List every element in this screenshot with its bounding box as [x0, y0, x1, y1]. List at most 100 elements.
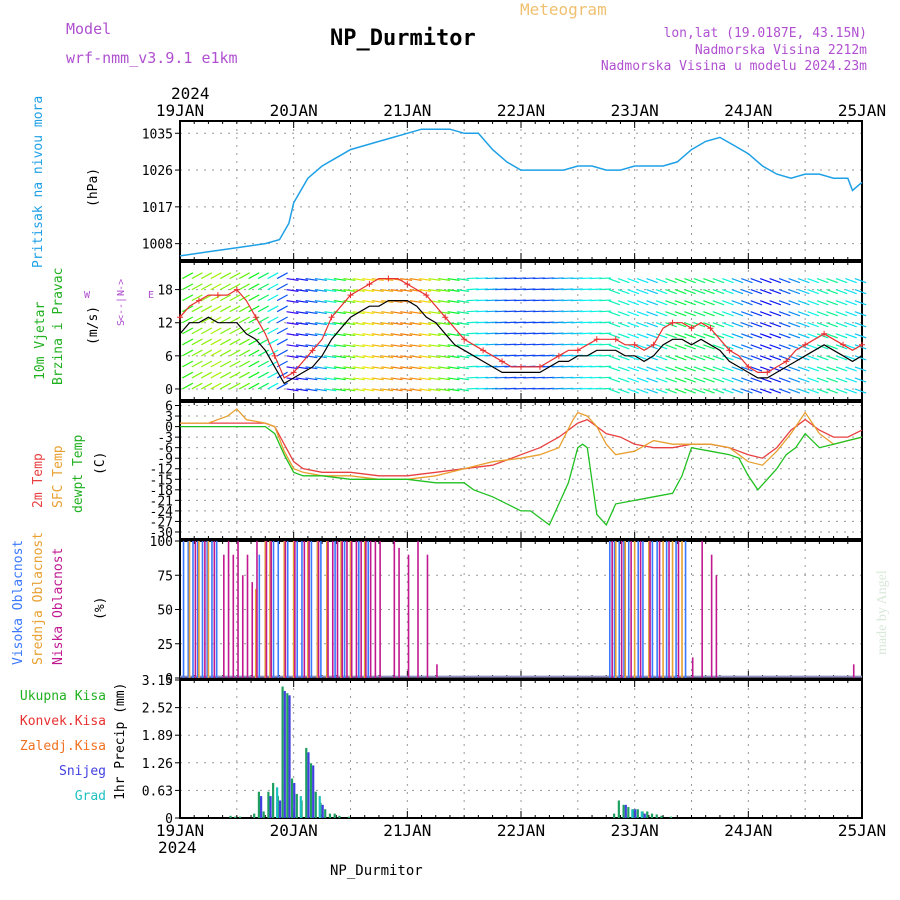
graupel-legend: Grad — [75, 789, 106, 804]
wind-barb — [295, 300, 308, 304]
wind-side-label-1: 10m Vjetar — [33, 302, 48, 380]
wind-barb — [238, 371, 251, 379]
wind-barb — [684, 300, 696, 306]
wind-barb — [703, 388, 715, 394]
wind-barb — [646, 388, 658, 394]
wind-barb — [314, 388, 327, 392]
wind-barb — [210, 272, 222, 280]
wind-barb — [438, 344, 451, 348]
mid-cloud-side-label: Srednja Oblacnost — [31, 532, 46, 665]
wind-barb — [201, 338, 213, 346]
wind-barb — [778, 388, 791, 394]
gust-point — [574, 347, 581, 354]
wind-barb — [693, 366, 706, 372]
y-tick-label: -6 — [157, 442, 173, 457]
wind-barb — [409, 311, 422, 315]
wind-barb — [248, 382, 260, 390]
wind-barb — [248, 349, 260, 357]
wind-barb — [741, 300, 753, 306]
wind-barb — [210, 305, 222, 313]
wind-barb — [835, 277, 848, 284]
gust-point — [290, 369, 297, 376]
total-precip-bar — [646, 811, 649, 818]
wind-barb — [655, 277, 668, 284]
total-precip-bar — [234, 816, 237, 818]
y-tick-label: -18 — [150, 484, 173, 499]
wind-barb — [769, 300, 782, 306]
wind-barb — [731, 388, 744, 394]
wind-barb — [712, 289, 725, 295]
wind-barb — [362, 322, 375, 326]
wind-barb — [390, 344, 403, 348]
graupel-bar — [318, 796, 321, 818]
wind-barb — [276, 349, 288, 357]
wind-barb — [438, 289, 451, 292]
wind-barb — [419, 277, 432, 281]
gust-point — [195, 297, 202, 304]
wind-barb — [759, 277, 772, 284]
wind-barb — [428, 355, 441, 359]
wind-barb — [807, 366, 820, 372]
wind-barb — [343, 377, 356, 381]
wind-barb — [419, 300, 432, 304]
wind-barb — [191, 305, 203, 313]
wind-barb — [636, 277, 649, 284]
wind-barb — [400, 277, 413, 281]
gust-point — [252, 314, 259, 321]
elevation-label: Nadmorska Visina 2212m — [695, 43, 867, 58]
wind-barb — [655, 333, 668, 339]
wind-barb — [276, 294, 288, 302]
wind-barb — [238, 360, 251, 368]
wind-barb — [248, 327, 260, 335]
wind-barb — [665, 289, 677, 295]
wind-barb — [684, 344, 696, 350]
wind-barb — [627, 377, 640, 383]
wind-barb — [314, 289, 327, 292]
y-tick-label: 3.15 — [142, 674, 173, 689]
wind-barb — [362, 333, 375, 337]
wind-barb — [703, 311, 715, 317]
wind-barb — [655, 377, 668, 383]
gust-point — [404, 281, 411, 288]
svg-text:S: S — [116, 320, 127, 326]
wind-barb — [617, 388, 630, 394]
wind-barb — [456, 366, 470, 370]
wind-barb — [835, 311, 848, 317]
wind-barb — [456, 311, 470, 315]
wind-barb — [257, 283, 269, 291]
wind-barb — [665, 333, 677, 339]
wind-barb — [712, 300, 725, 306]
wind-barb — [835, 333, 848, 339]
wind-barb — [229, 294, 241, 302]
wind-barb — [428, 366, 441, 370]
wind-barb — [693, 333, 706, 339]
wind-barb — [182, 371, 194, 379]
credit-label: made by Angel — [875, 570, 890, 655]
wind-barb — [428, 311, 441, 315]
wind-barb — [617, 344, 630, 350]
wind-barb — [371, 311, 384, 315]
snow-bar — [643, 813, 646, 818]
wind-barb — [324, 277, 337, 281]
wind-barb — [617, 355, 630, 361]
wind-barb — [219, 294, 232, 302]
wind-barb — [769, 355, 782, 361]
wind-barb — [267, 371, 279, 379]
wind-barb — [381, 322, 394, 326]
wind-barb — [267, 316, 279, 324]
wind-barb — [835, 322, 848, 328]
total-precip-bar — [617, 800, 620, 818]
wind-barb — [229, 283, 241, 291]
wind-barb — [409, 366, 422, 370]
wind-barb — [210, 360, 222, 368]
gust-point — [631, 341, 638, 348]
x-date-label-top: 25JAN — [838, 101, 886, 120]
wind-barb — [248, 272, 260, 280]
wind-barb — [210, 316, 222, 324]
wind-barb — [636, 344, 649, 350]
wind-barb — [419, 366, 432, 370]
wind-barb — [276, 382, 288, 390]
wind-barb — [731, 333, 744, 339]
x-date-label-bottom: 24JAN — [724, 821, 772, 840]
wind-barb — [276, 327, 288, 335]
